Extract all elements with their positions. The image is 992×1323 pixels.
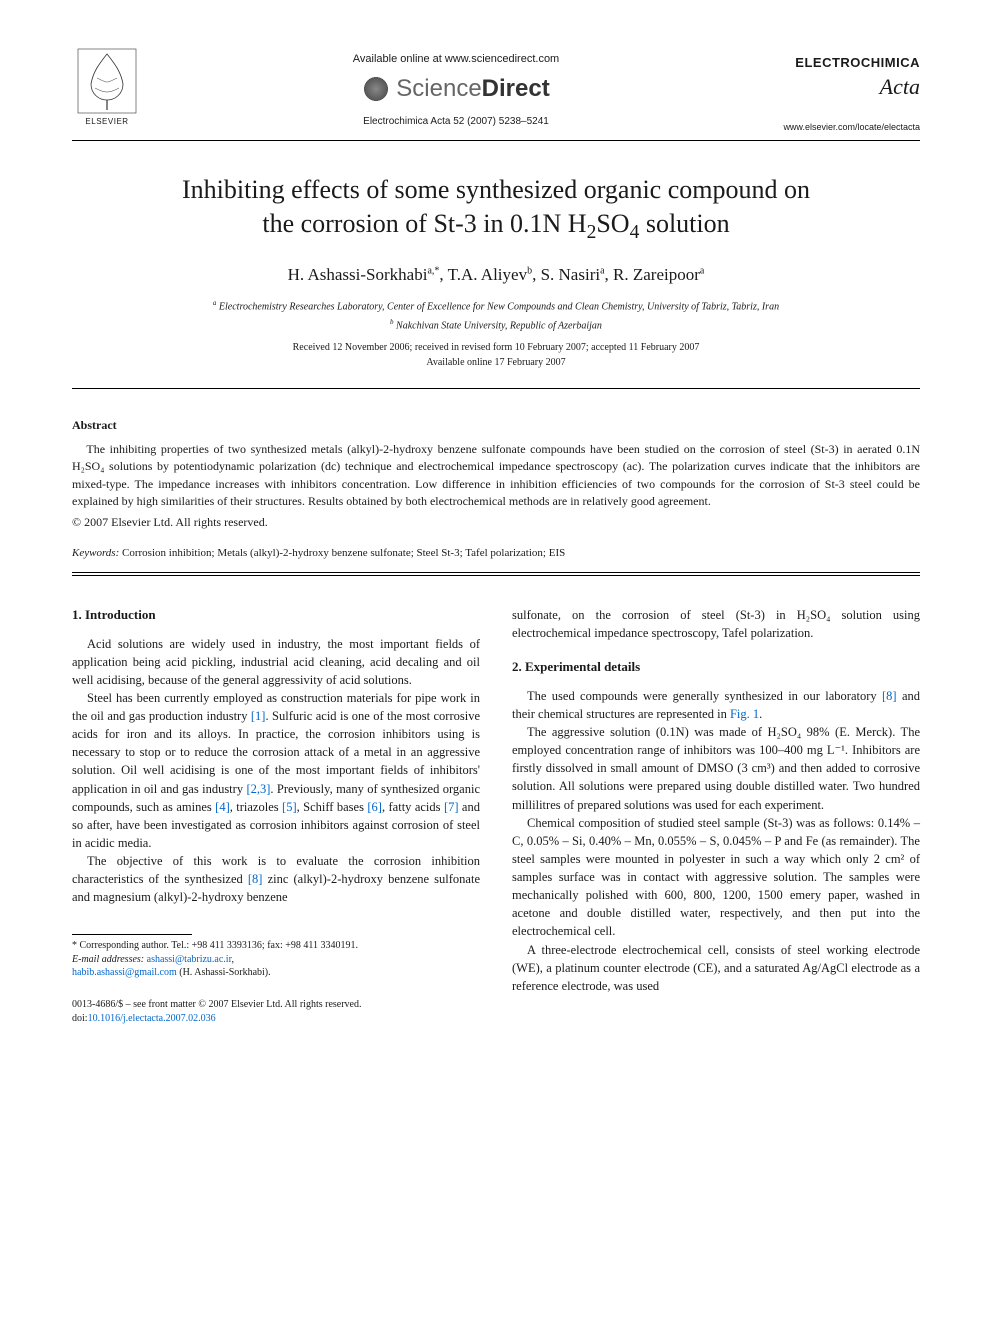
sciencedirect-logo: ScienceDirect bbox=[362, 72, 549, 107]
affiliation-a: a Electrochemistry Researches Laboratory… bbox=[72, 298, 920, 315]
journal-url: www.elsevier.com/locate/electacta bbox=[770, 121, 920, 134]
rule-below-keywords-1 bbox=[72, 572, 920, 573]
section-2-heading: 2. Experimental details bbox=[512, 658, 920, 677]
article-dates: Received 12 November 2006; received in r… bbox=[72, 341, 920, 370]
rule-top bbox=[72, 140, 920, 141]
dates-received: Received 12 November 2006; received in r… bbox=[293, 342, 700, 353]
article-title: Inhibiting effects of some synthesized o… bbox=[72, 173, 920, 245]
abstract-heading: Abstract bbox=[72, 417, 920, 434]
ref-link-8b[interactable]: [8] bbox=[882, 689, 897, 703]
col2-continuation: sulfonate, on the corrosion of steel (St… bbox=[512, 606, 920, 642]
copyright-line: © 2007 Elsevier Ltd. All rights reserved… bbox=[72, 514, 920, 531]
dates-online: Available online 17 February 2007 bbox=[426, 357, 565, 368]
issn-line: 0013-4686/$ – see front matter © 2007 El… bbox=[72, 998, 480, 1013]
footnote-email-label: E-mail addresses: bbox=[72, 954, 144, 965]
available-online-line: Available online at www.sciencedirect.co… bbox=[142, 52, 770, 68]
doi-line: doi:10.1016/j.electacta.2007.02.036 bbox=[72, 1012, 480, 1027]
sec2-para-3: Chemical composition of studied steel sa… bbox=[512, 814, 920, 941]
sec1-para-2: Steel has been currently employed as con… bbox=[72, 689, 480, 852]
doi-link[interactable]: 10.1016/j.electacta.2007.02.036 bbox=[88, 1013, 216, 1024]
title-line-1: Inhibiting effects of some synthesized o… bbox=[182, 175, 810, 204]
ref-link-8[interactable]: [8] bbox=[248, 872, 263, 886]
keywords-line: Keywords: Corrosion inhibition; Metals (… bbox=[72, 546, 920, 562]
keywords-text: Corrosion inhibition; Metals (alkyl)-2-h… bbox=[119, 547, 565, 559]
footnote-tel-fax: * Corresponding author. Tel.: +98 411 33… bbox=[72, 939, 480, 953]
email-link-2[interactable]: habib.ashassi@gmail.com bbox=[72, 967, 177, 978]
rule-above-abstract bbox=[72, 388, 920, 389]
keywords-label: Keywords: bbox=[72, 547, 119, 559]
sec2-para-2: The aggressive solution (0.1N) was made … bbox=[512, 723, 920, 814]
sec2-para-1: The used compounds were generally synthe… bbox=[512, 687, 920, 723]
ref-link-2-3[interactable]: [2,3] bbox=[246, 782, 270, 796]
ref-link-6[interactable]: [6] bbox=[367, 800, 382, 814]
sec1-para-3: The objective of this work is to evaluat… bbox=[72, 852, 480, 906]
column-left: 1. Introduction Acid solutions are widel… bbox=[72, 606, 480, 1027]
email-link-1[interactable]: ashassi@tabrizu.ac.ir bbox=[147, 954, 232, 965]
publisher-logo-block: ELSEVIER bbox=[72, 48, 142, 128]
author-4: R. Zareipoora bbox=[613, 265, 704, 284]
header-center: Available online at www.sciencedirect.co… bbox=[142, 48, 770, 129]
bottom-meta: 0013-4686/$ – see front matter © 2007 El… bbox=[72, 998, 480, 1027]
rule-below-keywords-2 bbox=[72, 575, 920, 576]
citation-line: Electrochimica Acta 52 (2007) 5238–5241 bbox=[142, 115, 770, 130]
body-columns: 1. Introduction Acid solutions are widel… bbox=[72, 606, 920, 1027]
sciencedirect-burst-icon bbox=[362, 75, 390, 103]
journal-title-block: ELECTROCHIMICA Acta www.elsevier.com/loc… bbox=[770, 48, 920, 134]
author-1: H. Ashassi-Sorkhabia,* bbox=[288, 265, 440, 284]
abstract-text: The inhibiting properties of two synthes… bbox=[72, 441, 920, 511]
author-2: T.A. Aliyevb bbox=[448, 265, 532, 284]
affiliation-b: b Nakchivan State University, Republic o… bbox=[72, 317, 920, 334]
title-line-2: the corrosion of St-3 in 0.1N H2SO4 solu… bbox=[262, 209, 729, 238]
publisher-label: ELSEVIER bbox=[72, 116, 142, 128]
section-1-heading: 1. Introduction bbox=[72, 606, 480, 625]
column-right: sulfonate, on the corrosion of steel (St… bbox=[512, 606, 920, 1027]
authors-line: H. Ashassi-Sorkhabia,*, T.A. Aliyevb, S.… bbox=[72, 263, 920, 288]
sciencedirect-wordmark: ScienceDirect bbox=[396, 72, 549, 107]
ref-link-1[interactable]: [1] bbox=[251, 709, 266, 723]
journal-header: ELSEVIER Available online at www.science… bbox=[72, 48, 920, 134]
footnote-separator bbox=[72, 934, 192, 935]
corresponding-author-footnote: * Corresponding author. Tel.: +98 411 33… bbox=[72, 939, 480, 980]
abstract-block: Abstract The inhibiting properties of tw… bbox=[72, 417, 920, 561]
ref-link-7[interactable]: [7] bbox=[444, 800, 459, 814]
ref-link-5[interactable]: [5] bbox=[282, 800, 297, 814]
author-3: S. Nasiria bbox=[541, 265, 605, 284]
ref-link-4[interactable]: [4] bbox=[215, 800, 230, 814]
journal-name-cursive: Acta bbox=[770, 71, 920, 103]
elsevier-tree-icon bbox=[77, 48, 137, 114]
fig-link-1[interactable]: Fig. 1 bbox=[730, 707, 759, 721]
sec2-para-4: A three-electrode electrochemical cell, … bbox=[512, 941, 920, 995]
sec1-para-1: Acid solutions are widely used in indust… bbox=[72, 635, 480, 689]
footnote-emails: E-mail addresses: ashassi@tabrizu.ac.ir,… bbox=[72, 953, 480, 980]
